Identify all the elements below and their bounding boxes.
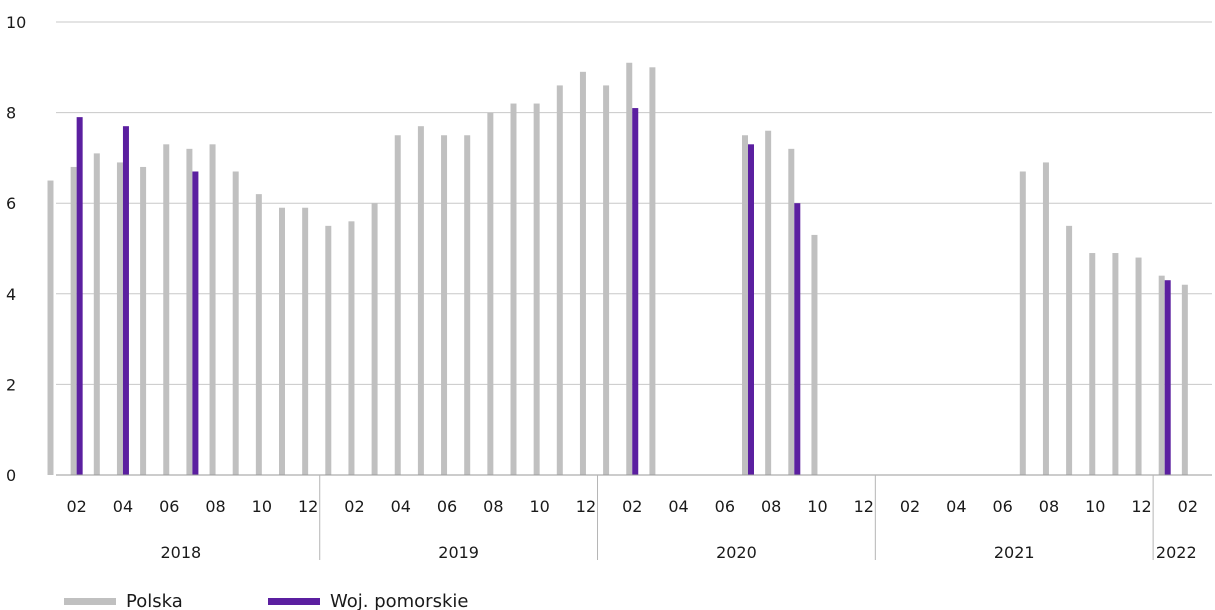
bar-polska xyxy=(140,166,147,475)
bar-polska xyxy=(279,207,285,476)
x-tick-label: 12 xyxy=(576,497,596,516)
bar-polska xyxy=(232,171,239,476)
x-tick-label: 04 xyxy=(391,497,411,516)
legend-swatch-polska xyxy=(64,598,116,605)
bar-polska xyxy=(348,221,355,475)
bar-polska xyxy=(464,135,471,475)
x-tick-label: 10 xyxy=(252,497,272,516)
bar-polska xyxy=(209,144,216,475)
bar-polska xyxy=(186,148,193,475)
x-tick-label: 04 xyxy=(113,497,133,516)
y-tick-label: 10 xyxy=(6,13,26,32)
bar-woj-pomorskie xyxy=(1164,280,1171,475)
legend-swatch-woj-pomorskie xyxy=(268,598,320,605)
bar-polska xyxy=(1089,253,1096,475)
bars xyxy=(47,62,1188,476)
bar-polska xyxy=(579,71,586,475)
bar-woj-pomorskie xyxy=(192,171,199,476)
bar-polska xyxy=(742,135,748,475)
bar-polska xyxy=(788,148,795,475)
year-label: 2021 xyxy=(994,543,1035,562)
x-tick-label: 02 xyxy=(1178,497,1198,516)
legend-label-polska: Polska xyxy=(126,591,183,610)
x-tick-label: 10 xyxy=(529,497,549,516)
x-tick-label: 02 xyxy=(900,497,920,516)
x-axis: 02 04 06 08 10 12 02 04 06 08 10 12 02 04 06 08 10 12 02 04… xyxy=(56,474,1212,562)
x-tick-label: 02 xyxy=(622,497,642,516)
bar-woj-pomorskie xyxy=(76,117,83,475)
x-tick-label: 02 xyxy=(66,497,86,516)
x-tick-label: 02 xyxy=(344,497,364,516)
x-tick-label: 06 xyxy=(159,497,179,516)
legend-label-woj-pomorskie: Woj. pomorskie xyxy=(330,591,468,610)
x-tick-label: 10 xyxy=(807,497,827,516)
x-tick-label: 06 xyxy=(437,497,457,516)
bar-polska xyxy=(533,103,540,475)
bar-polska xyxy=(47,180,54,476)
x-tick-label: 06 xyxy=(715,497,735,516)
y-axis: 0 2 4 6 8 10 xyxy=(6,13,26,485)
bar-polska xyxy=(163,144,170,475)
x-tick-label: 12 xyxy=(1131,497,1151,516)
bar-polska xyxy=(1042,162,1049,475)
bar-polska xyxy=(510,103,517,475)
legend: Polska Woj. pomorskie xyxy=(64,591,468,610)
x-tick-label: 10 xyxy=(1085,497,1105,516)
bar-woj-pomorskie xyxy=(794,203,801,475)
bar-polska xyxy=(394,135,401,475)
bar-woj-pomorskie xyxy=(748,144,754,475)
x-tick-label: 08 xyxy=(761,497,781,516)
year-label: 2022 xyxy=(1156,543,1197,562)
x-tick-label: 04 xyxy=(946,497,966,516)
x-tick-label: 06 xyxy=(992,497,1012,516)
y-tick-label: 6 xyxy=(6,194,16,213)
bar-polska xyxy=(1181,284,1188,475)
year-label: 2020 xyxy=(716,543,757,562)
y-tick-label: 4 xyxy=(6,285,16,304)
bar-polska xyxy=(1112,253,1119,475)
x-tick-label: 08 xyxy=(1039,497,1059,516)
bar-polska xyxy=(626,62,633,476)
bar-woj-pomorskie xyxy=(632,108,639,475)
bar-polska xyxy=(1019,171,1026,476)
y-tick-label: 8 xyxy=(6,104,16,123)
bar-polska xyxy=(371,203,378,475)
bar-polska xyxy=(603,85,610,476)
bar-polska xyxy=(93,153,100,475)
bar-polska xyxy=(70,166,77,475)
bar-polska xyxy=(1066,225,1073,475)
bar-polska xyxy=(441,135,448,475)
bar-woj-pomorskie xyxy=(122,126,129,475)
y-tick-label: 0 xyxy=(6,466,16,485)
x-tick-label: 12 xyxy=(298,497,318,516)
bar-polska xyxy=(1158,275,1165,475)
bar-polska xyxy=(649,67,656,476)
x-tick-label: 08 xyxy=(483,497,503,516)
bar-polska xyxy=(487,112,494,475)
bar-polska xyxy=(302,207,309,476)
year-label: 2019 xyxy=(438,543,479,562)
year-label: 2018 xyxy=(160,543,201,562)
bar-polska xyxy=(417,126,424,475)
bar-polska xyxy=(765,130,772,475)
bar-polska xyxy=(255,194,262,475)
x-tick-label: 12 xyxy=(854,497,874,516)
x-tick-label: 04 xyxy=(668,497,688,516)
bar-polska xyxy=(556,85,563,476)
bar-polska xyxy=(811,234,818,475)
bar-polska xyxy=(116,162,123,475)
bar-polska xyxy=(1135,257,1142,475)
y-tick-label: 2 xyxy=(6,375,16,394)
bar-polska xyxy=(325,225,332,475)
x-tick-label: 08 xyxy=(205,497,225,516)
